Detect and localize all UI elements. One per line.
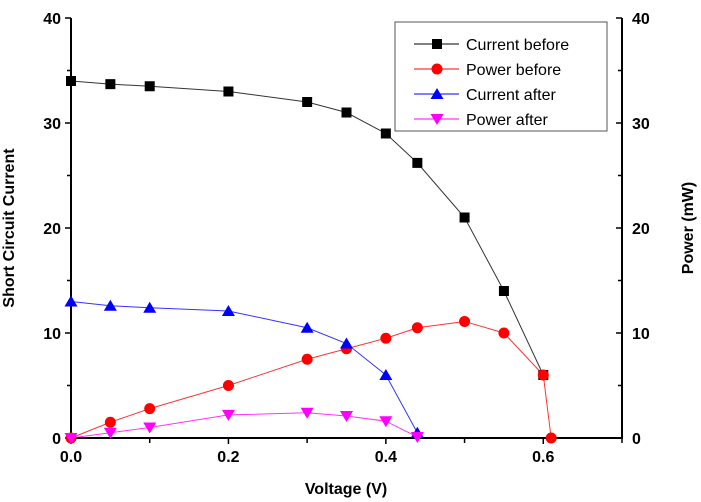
data-point-current-after [221, 304, 235, 316]
data-point-power-before [411, 322, 423, 334]
data-point-power-before [144, 403, 156, 415]
y-tick-label: 0 [52, 431, 61, 448]
y2-tick-label: 20 [632, 221, 650, 238]
y-tick-label: 20 [43, 221, 61, 238]
data-point-current-before [66, 76, 76, 86]
x-tick-label: 0.2 [217, 449, 239, 466]
data-point-power-before [459, 315, 471, 327]
data-point-power-before [498, 327, 510, 339]
data-point-current-after [340, 337, 353, 349]
data-point-power-after [103, 427, 117, 439]
x-axis-title: Voltage (V) [305, 481, 387, 498]
data-point-power-before [545, 432, 557, 444]
legend-label-current-before: Current before [466, 37, 569, 54]
series-line-power-before [70, 320, 552, 439]
legend-box [394, 21, 608, 132]
data-point-power-after [143, 422, 157, 434]
data-point-current-after [300, 321, 314, 333]
data-point-current-before [105, 79, 116, 90]
y-tick-label: 30 [43, 116, 61, 133]
data-point-power-before [301, 353, 313, 365]
series-layer [64, 76, 557, 444]
data-point-power-after [64, 433, 78, 444]
x-tick-label: 0.4 [375, 449, 397, 466]
legend-marker-current-before [432, 39, 442, 49]
y-tick-label: 10 [43, 326, 61, 343]
data-point-power-after [300, 407, 314, 419]
y-axis-title: Short Circuit Current [1, 148, 18, 308]
series-line-power-after [70, 412, 418, 439]
data-point-current-before [223, 86, 234, 97]
data-point-current-before [144, 81, 155, 92]
data-point-power-after [221, 409, 235, 421]
y2-axis-title: Power (mW) [680, 182, 697, 274]
axes: 0.0 0.2 0.4 0.6 0 10 20 30 40 0 10 20 30 40 [43, 11, 650, 466]
y-tick-label: 40 [43, 11, 61, 28]
x-tick-label: 0.6 [532, 449, 554, 466]
data-point-current-before [459, 212, 470, 223]
series-current-after [64, 295, 424, 438]
x-tick-label: 0.0 [60, 449, 82, 466]
data-point-power-before [104, 416, 116, 428]
data-point-power-before [380, 332, 392, 344]
y2-tick-label: 10 [632, 326, 650, 343]
legend-label-power-after: Power after [466, 112, 548, 129]
legend-label-current-after: Current after [466, 87, 556, 104]
series-power-after [64, 407, 424, 444]
data-point-current-before [498, 286, 509, 296]
data-point-current-before [412, 157, 423, 168]
series-line-current-after [70, 301, 418, 433]
legend-marker-power-after [430, 114, 444, 125]
legend: Current before Power before Current after P… [394, 21, 608, 132]
data-point-current-after [143, 301, 157, 313]
data-point-power-before [537, 369, 549, 381]
y2-tick-label: 0 [632, 431, 641, 448]
data-point-current-after [103, 299, 117, 311]
data-point-power-before [222, 380, 234, 391]
y2-tick-label: 30 [632, 116, 650, 133]
data-point-power-after [410, 431, 424, 443]
legend-label-power-before: Power before [466, 62, 561, 79]
data-point-current-after [64, 295, 78, 307]
data-point-current-before [302, 97, 313, 107]
data-point-current-after [379, 369, 393, 380]
series-power-before [65, 315, 557, 444]
data-point-power-after [340, 410, 353, 422]
data-point-current-before [341, 107, 352, 118]
y2-tick-label: 40 [632, 11, 650, 28]
data-point-current-before [380, 128, 391, 139]
legend-marker-current-after [430, 88, 444, 99]
data-point-power-after [379, 416, 393, 428]
legend-marker-power-before [431, 63, 443, 75]
